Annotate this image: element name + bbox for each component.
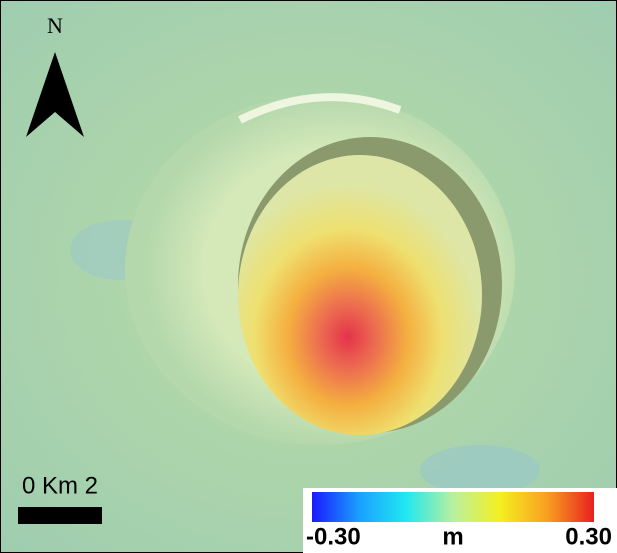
- crater-floor: [238, 155, 482, 435]
- map: N 0 Km 2 m -0.30 0.30: [0, 0, 617, 553]
- colorbar-tick-label: 0.30: [565, 523, 612, 550]
- terrain-patch: [420, 445, 540, 495]
- scale-bar-label: 0 Km 2: [22, 472, 98, 499]
- colorbar-legend: m -0.30 0.30: [303, 488, 617, 553]
- colorbar: [312, 492, 594, 522]
- scale-bar: [18, 507, 102, 524]
- colorbar-unit: m: [442, 523, 463, 550]
- north-label: N: [47, 13, 63, 38]
- colorbar-tick-label: -0.30: [306, 523, 361, 550]
